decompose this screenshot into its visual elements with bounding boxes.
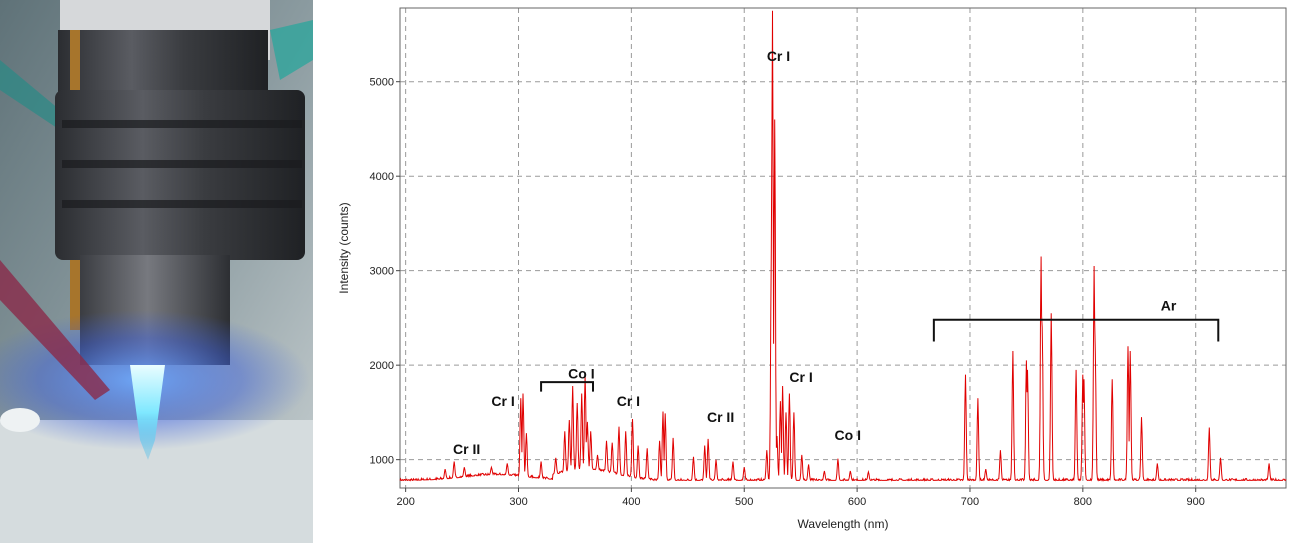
- spectrum-series-line: [399, 10, 1287, 482]
- x-tick-label: 700: [961, 496, 979, 508]
- y-axis-label: Intensity (counts): [337, 202, 351, 293]
- x-tick-label: 300: [509, 496, 527, 508]
- x-tick-label: 800: [1074, 496, 1092, 508]
- y-tick-label: 2000: [370, 360, 394, 372]
- peak-label: Cr I: [789, 369, 812, 385]
- y-tick-label: 3000: [370, 266, 394, 278]
- peak-label: Co I: [835, 427, 861, 443]
- annotation-brackets: [540, 318, 1220, 392]
- plasma-torch-photo: [0, 0, 313, 543]
- plot-frame: [399, 7, 1287, 489]
- x-axis-label: Wavelength (nm): [798, 517, 889, 531]
- x-tick-label: 400: [622, 496, 640, 508]
- x-tick-label: 200: [396, 496, 414, 508]
- x-tick-label: 500: [735, 496, 753, 508]
- grid: [400, 8, 1286, 488]
- y-tick-label: 5000: [370, 77, 394, 89]
- peak-annotations: Cr II Cr I Co I Cr I Cr II Cr I Cr I Co I Ar: [453, 48, 1177, 457]
- spectrum-plot: 200 300 400 500 600 700 800 900 1000 2000 3000 4000…: [337, 7, 1287, 531]
- peak-label: Cr I: [617, 393, 640, 409]
- peak-label: Cr I: [491, 393, 514, 409]
- axis-ticks: 200 300 400 500 600 700 800 900 1000 2000 3000 4000…: [370, 77, 1205, 508]
- peak-points: [445, 10, 1270, 472]
- peak-label: Cr II: [453, 441, 480, 457]
- peak-label: Co I: [568, 365, 594, 381]
- ar-bracket: [932, 318, 1220, 342]
- emission-spectrum-chart: 200 300 400 500 600 700 800 900 1000 2000 3000 4000…: [330, 0, 1289, 543]
- peak-label: Ar: [1161, 297, 1177, 313]
- y-tick-label: 1000: [370, 455, 394, 467]
- plasma-torch-illustration: [0, 0, 313, 543]
- peak-label: Cr I: [767, 48, 790, 64]
- y-tick-label: 4000: [370, 171, 394, 183]
- peak-label: Cr II: [707, 409, 734, 425]
- co-i-bracket: [540, 381, 595, 392]
- x-tick-label: 900: [1187, 496, 1205, 508]
- x-tick-label: 600: [848, 496, 866, 508]
